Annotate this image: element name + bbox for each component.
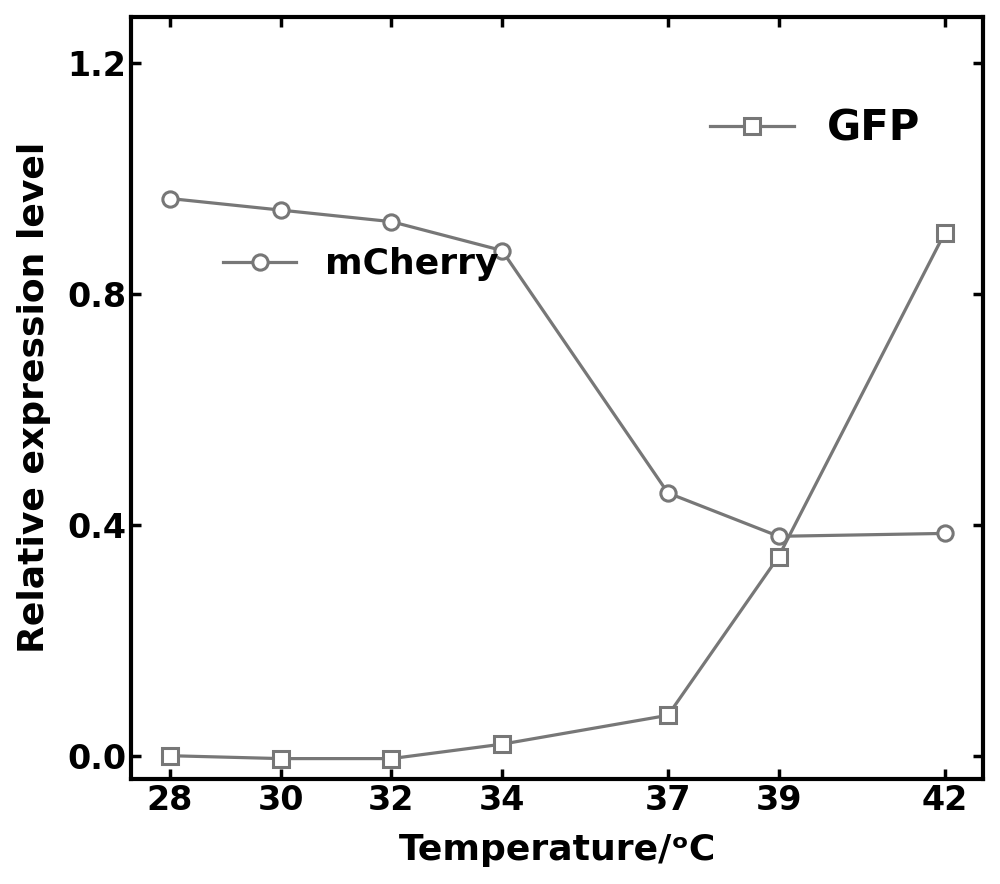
GFP bbox=[939, 228, 951, 239]
Legend: mCherry: mCherry bbox=[209, 232, 513, 296]
GFP bbox=[773, 552, 785, 562]
mCherry bbox=[662, 488, 674, 499]
GFP bbox=[385, 753, 397, 764]
mCherry bbox=[939, 528, 951, 538]
GFP bbox=[662, 710, 674, 720]
mCherry bbox=[164, 194, 176, 204]
Line: GFP: GFP bbox=[162, 225, 952, 766]
X-axis label: Temperature/ᵒC: Temperature/ᵒC bbox=[399, 834, 716, 867]
Y-axis label: Relative expression level: Relative expression level bbox=[17, 142, 51, 653]
GFP bbox=[496, 739, 508, 750]
mCherry bbox=[773, 531, 785, 542]
mCherry bbox=[385, 217, 397, 227]
GFP bbox=[275, 753, 287, 764]
mCherry bbox=[275, 205, 287, 216]
Line: mCherry: mCherry bbox=[162, 191, 952, 544]
GFP bbox=[164, 751, 176, 761]
mCherry bbox=[496, 245, 508, 255]
